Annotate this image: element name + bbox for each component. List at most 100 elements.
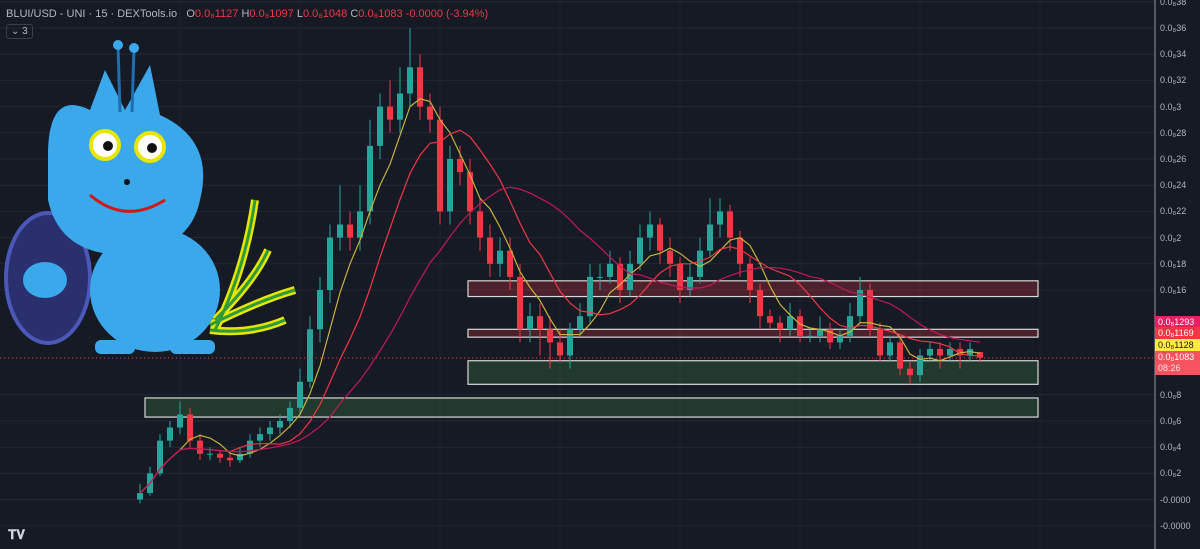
candle-body bbox=[477, 211, 483, 238]
candle-body bbox=[637, 237, 643, 264]
candle-body bbox=[677, 263, 683, 290]
price-tick-label: 0.0₈34 bbox=[1160, 49, 1187, 60]
candle-body bbox=[157, 440, 163, 474]
price-label: 0.0₈1128 bbox=[1155, 339, 1200, 352]
resistance-zone bbox=[467, 328, 1039, 338]
price-tick-label: 0.0₈16 bbox=[1160, 285, 1187, 295]
candle-body bbox=[177, 414, 183, 428]
candle-body bbox=[217, 453, 223, 458]
moving-average-10 bbox=[139, 129, 981, 494]
candle-body bbox=[317, 290, 323, 330]
tradingview-logo[interactable]: 𝐓𝐕 bbox=[8, 527, 25, 542]
candle-body bbox=[197, 440, 203, 454]
candle-body bbox=[257, 434, 263, 441]
candles bbox=[137, 28, 983, 504]
candle-body bbox=[767, 316, 773, 323]
moving-average-20 bbox=[139, 186, 981, 494]
price-tick-label: 0.0₈3 bbox=[1160, 101, 1182, 112]
candle-body bbox=[397, 93, 403, 120]
candle-body bbox=[717, 211, 723, 225]
price-tick-label: 0.0₈28 bbox=[1160, 127, 1187, 138]
symbol-title[interactable]: BLUI/USD - UNI · 15 · DEXTools.io bbox=[6, 8, 178, 20]
price-tick-label: 0.0₈8 bbox=[1160, 389, 1182, 400]
price-tick-label: -0.0000 bbox=[1160, 520, 1191, 531]
price-tick-label: 0.0₈2 bbox=[1160, 232, 1182, 243]
candle-body bbox=[827, 329, 833, 343]
candle-body bbox=[557, 342, 563, 356]
candle-body bbox=[447, 159, 453, 212]
price-tick-label: 0.0₈24 bbox=[1160, 180, 1187, 191]
candle-body bbox=[437, 119, 443, 212]
candle-body bbox=[137, 493, 143, 500]
candle-body bbox=[307, 329, 313, 382]
candle-body bbox=[747, 263, 753, 290]
price-label: 0.0₈1083 08:26 bbox=[1155, 351, 1200, 375]
price-tick-label: 0.0₈38 bbox=[1160, 0, 1187, 7]
candle-body bbox=[727, 211, 733, 238]
close-value: 0.0₈1083 bbox=[358, 8, 403, 20]
indicators-toggle-button[interactable]: ⌄ 3 bbox=[6, 24, 33, 39]
candle-body bbox=[567, 329, 573, 356]
price-tick-label: 0.0₈32 bbox=[1160, 75, 1187, 86]
candle-body bbox=[817, 329, 823, 336]
high-value: 0.0₈1097 bbox=[249, 8, 294, 20]
price-tick-label: 0.0₈2 bbox=[1160, 468, 1182, 479]
low-label: L bbox=[296, 8, 303, 20]
candle-body bbox=[917, 355, 923, 376]
candle-body bbox=[207, 453, 213, 455]
high-label: H bbox=[241, 8, 250, 20]
price-tick-label: 0.0₈22 bbox=[1160, 206, 1187, 217]
candle-body bbox=[887, 342, 893, 356]
candle-body bbox=[697, 250, 703, 277]
candle-body bbox=[797, 316, 803, 336]
candle-body bbox=[967, 348, 973, 356]
price-tick-label: 0.0₈36 bbox=[1160, 23, 1187, 33]
candle-body bbox=[187, 414, 193, 441]
candle-body bbox=[337, 224, 343, 238]
candle-body bbox=[927, 348, 933, 356]
candle-body bbox=[867, 290, 873, 330]
low-value: 0.0₈1048 bbox=[302, 8, 348, 20]
candle-body bbox=[627, 263, 633, 290]
candle-body bbox=[537, 316, 543, 330]
candle-body bbox=[357, 211, 363, 238]
candle-body bbox=[167, 427, 173, 441]
candle-body bbox=[667, 250, 673, 264]
price-tick-label: 0.0₈6 bbox=[1160, 416, 1182, 426]
candle-body bbox=[907, 368, 913, 376]
price-label-value: 0.0₈1128 bbox=[1158, 340, 1194, 350]
candle-body bbox=[577, 316, 583, 330]
symbol-legend: BLUI/USD - UNI · 15 · DEXTools.io O0.0₈1… bbox=[6, 8, 488, 20]
candle-body bbox=[777, 322, 783, 330]
candle-body bbox=[957, 348, 963, 356]
candle-body bbox=[657, 224, 663, 251]
moving-average-5 bbox=[139, 98, 981, 494]
candle-body bbox=[547, 329, 553, 343]
candle-body bbox=[897, 342, 903, 369]
price-label: 0.0₈1293 bbox=[1155, 316, 1200, 329]
candle-body bbox=[387, 106, 393, 120]
candle-body bbox=[467, 172, 473, 212]
candle-body bbox=[237, 453, 243, 461]
candle-body bbox=[847, 316, 853, 336]
candle-body bbox=[837, 335, 843, 343]
candle-body bbox=[737, 237, 743, 264]
candle-body bbox=[707, 224, 713, 251]
moving-averages bbox=[139, 98, 981, 494]
price-tick-label: 0.0₈4 bbox=[1160, 442, 1182, 453]
candle-body bbox=[377, 106, 383, 146]
close-label: C bbox=[350, 8, 359, 20]
candle-body bbox=[647, 224, 653, 238]
candle-body bbox=[407, 67, 413, 94]
candle-body bbox=[757, 290, 763, 317]
candle-body bbox=[267, 427, 273, 435]
candle-body bbox=[517, 276, 523, 330]
price-label: 0.0₈1169 bbox=[1155, 327, 1200, 340]
candle-body bbox=[587, 276, 593, 317]
price-label-value: 0.0₈1083 bbox=[1158, 352, 1195, 362]
candle-body bbox=[427, 106, 433, 120]
candle-body bbox=[787, 316, 793, 330]
candle-body bbox=[347, 224, 353, 238]
price-label-value: 0.0₈1169 bbox=[1158, 328, 1194, 338]
